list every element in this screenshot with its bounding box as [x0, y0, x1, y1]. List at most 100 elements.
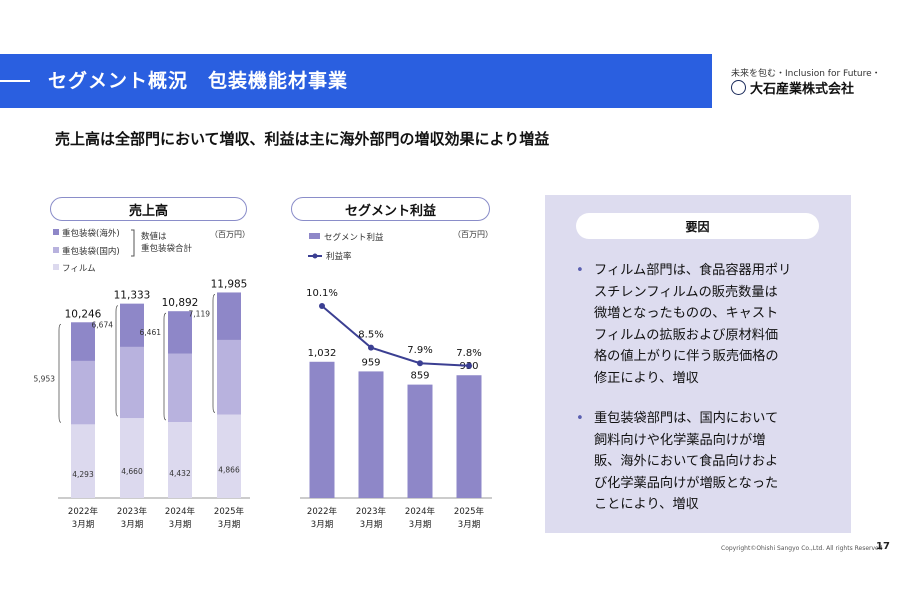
- company-logo-icon: [731, 80, 746, 95]
- legend-swatch-domestic: [53, 247, 59, 253]
- sales-bar-segment: [120, 418, 144, 498]
- x-tick-label: 3月期: [458, 520, 480, 530]
- margin-rate-label: 10.1%: [306, 288, 338, 299]
- page-number: 17: [876, 541, 890, 552]
- profit-bar: [309, 361, 335, 498]
- margin-rate-label: 7.8%: [456, 348, 481, 359]
- company-name: 大石産業株式会社: [750, 82, 855, 97]
- heavy-bag-total-label: 6,674: [92, 321, 114, 330]
- heavy-bag-brace: [163, 312, 167, 421]
- factor-bullet-heavy-bag: • 重包装袋部門は、国内において 飼料向けや化学薬品向けが増 販、海外において食…: [576, 408, 836, 516]
- heavy-bag-brace: [212, 294, 216, 413]
- heavy-bag-brace: [58, 323, 62, 423]
- profit-chart-title: セグメント利益: [291, 197, 490, 221]
- sales-total-label: 10,892: [162, 297, 199, 309]
- x-tick-label: 3月期: [311, 520, 333, 530]
- factor-line: 販、海外において食品向けおよ: [594, 454, 779, 470]
- sales-film-label: 4,866: [218, 465, 240, 474]
- heavy-bag-brace: [115, 305, 119, 417]
- profit-unit: （百万円）: [453, 230, 493, 239]
- x-tick-label: 3月期: [121, 520, 143, 530]
- sales-bar-segment: [71, 424, 95, 498]
- bullet-dot-icon: •: [576, 411, 584, 426]
- factor-line: 修正により、増収: [594, 370, 699, 386]
- x-tick-label: 2024年: [165, 506, 196, 517]
- margin-point: [466, 362, 472, 369]
- sales-total-label: 10,246: [65, 308, 102, 320]
- x-tick-label: 2022年: [68, 506, 99, 517]
- profit-bar: [407, 384, 433, 498]
- legend-label-film: フィルム: [62, 264, 96, 274]
- legend-brace: [131, 229, 135, 257]
- sales-bar-segment: [71, 322, 95, 361]
- legend-swatch-overseas: [53, 229, 59, 235]
- company-tagline: 未来を包む・Inclusion for Future・: [731, 69, 881, 79]
- legend-label-domestic: 重包装袋(国内): [62, 246, 120, 257]
- factor-line: フィルム部門は、食品容器用ポリ: [594, 263, 792, 278]
- profit-bar: [358, 371, 384, 498]
- x-tick-label: 2023年: [356, 506, 387, 517]
- sales-total-label: 11,333: [114, 290, 151, 302]
- heavy-bag-total-label: 5,953: [34, 374, 56, 383]
- sales-film-label: 4,660: [121, 467, 143, 476]
- profit-value-label: 959: [361, 357, 380, 368]
- page-title: セグメント概況 包装機能材事業: [48, 70, 349, 92]
- profit-legend: セグメント利益 利益率 （百万円）: [308, 230, 493, 262]
- sales-chart-title: 売上高: [50, 197, 247, 221]
- factor-line: ことにより、増収: [594, 497, 699, 513]
- x-tick-label: 3月期: [360, 520, 382, 530]
- margin-point: [319, 303, 325, 309]
- profit-chart: 1,0322022年3月期9592023年3月期8592024年3月期93020…: [300, 288, 492, 530]
- brace-note-line2: 重包装袋合計: [141, 243, 193, 254]
- profit-bar: [456, 375, 482, 498]
- legend-label-profit: セグメント利益: [324, 232, 384, 243]
- profit-value-label: 1,032: [308, 348, 337, 359]
- sales-legend: 重包装袋(海外) 重包装袋(国内) フィルム 数値は 重包装袋合計 （百万円）: [53, 228, 250, 274]
- sales-bar-segment: [71, 360, 95, 425]
- legend-swatch-profit: [309, 233, 320, 239]
- heavy-bag-total-label: 7,119: [189, 309, 211, 318]
- margin-point: [368, 344, 374, 351]
- sales-bar-segment: [217, 339, 241, 415]
- x-tick-label: 2022年: [307, 506, 338, 517]
- sales-film-label: 4,432: [169, 469, 191, 478]
- factor-line: 飼料向けや化学薬品向けが増: [594, 432, 766, 448]
- x-tick-label: 2025年: [454, 506, 485, 517]
- x-tick-label: 3月期: [218, 520, 240, 530]
- sales-unit: （百万円）: [210, 230, 250, 239]
- header-band: [0, 54, 712, 108]
- legend-label-rate: 利益率: [326, 251, 352, 262]
- sales-bar-segment: [168, 353, 192, 422]
- factor-line: 重包装袋部門は、国内において: [594, 411, 779, 426]
- sales-bar-segment: [120, 303, 144, 347]
- profit-value-label: 859: [410, 371, 429, 382]
- factor-line: スチレンフィルムの販売数量は: [594, 284, 778, 300]
- sales-chart: 10,246 4,293 5,953 2022年 3月期 11,333 4,660 6,674…: [34, 278, 250, 530]
- factor-line: フィルムの拡販および原材料価: [594, 327, 779, 343]
- sales-total-label: 11,985: [211, 278, 248, 290]
- margin-rate-label: 7.9%: [407, 345, 432, 356]
- x-tick-label: 2024年: [405, 506, 436, 517]
- legend-label-overseas: 重包装袋(海外): [62, 228, 120, 239]
- x-tick-label: 3月期: [72, 520, 94, 530]
- brace-note-line1: 数値は: [141, 231, 167, 242]
- legend-marker-rate: [312, 253, 318, 259]
- bullet-dot-icon: •: [576, 263, 584, 278]
- margin-line: [321, 305, 470, 367]
- sales-bar-segment: [120, 346, 144, 419]
- factors-title: 要因: [576, 213, 819, 239]
- x-tick-label: 3月期: [409, 520, 431, 530]
- x-tick-label: 2023年: [117, 506, 148, 517]
- factor-line: 格の値上がりに伴う販売価格の: [594, 349, 779, 365]
- margin-point: [417, 360, 423, 367]
- sales-bar-segment: [217, 292, 241, 340]
- sales-bar-segment: [217, 414, 241, 498]
- x-tick-label: 2025年: [214, 506, 245, 517]
- heavy-bag-total-label: 6,461: [140, 328, 162, 337]
- margin-rate-label: 8.5%: [358, 330, 383, 341]
- x-tick-label: 3月期: [169, 520, 191, 530]
- factor-bullet-film: • フィルム部門は、食品容器用ポリ スチレンフィルムの販売数量は 微増となったも…: [576, 260, 836, 390]
- sales-bar-segment: [168, 311, 192, 354]
- factors-panel: [545, 195, 851, 533]
